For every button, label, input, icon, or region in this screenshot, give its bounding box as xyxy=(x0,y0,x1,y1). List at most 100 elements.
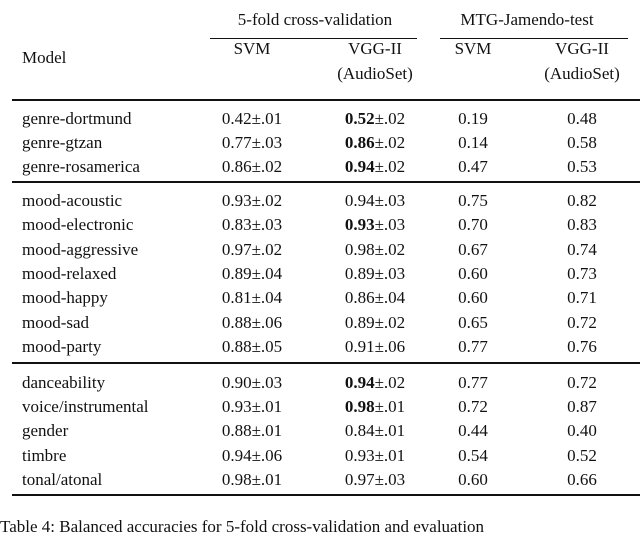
rule xyxy=(12,362,640,364)
group-header: 5-fold cross-validation xyxy=(237,10,393,29)
group-header: MTG-Jamendo-test xyxy=(460,10,594,29)
model-name: tonal/atonal xyxy=(22,469,103,489)
cell: 0.77 xyxy=(458,373,488,392)
cell: 0.42±.01 xyxy=(221,109,283,128)
cell: 0.71 xyxy=(567,288,597,308)
caption: Table 4: Balanced accuracies for 5-fold … xyxy=(0,517,485,533)
cell: 0.76 xyxy=(567,336,597,356)
rule xyxy=(12,99,640,101)
cell: 0.77 xyxy=(458,336,488,356)
cell: 0.94±.02 xyxy=(345,373,405,393)
model-name: voice/instrumental xyxy=(22,397,149,417)
model-name: mood-acoustic xyxy=(22,191,123,210)
model-name: mood-electronic xyxy=(22,215,134,235)
cell: 0.86±.02 xyxy=(221,156,283,176)
bold-value: 0.93 xyxy=(344,215,375,235)
model-name: mood-relaxed xyxy=(22,263,117,283)
cell: 0.72 xyxy=(458,397,488,417)
cell: 0.58 xyxy=(567,132,597,152)
cell: 0.94±.02 xyxy=(345,157,405,177)
cell: 0.47 xyxy=(458,156,488,176)
cell: 0.52±.02 xyxy=(345,109,405,129)
group-rule xyxy=(440,38,628,39)
cell: 0.84±.01 xyxy=(344,421,406,441)
cell: 0.44 xyxy=(458,421,488,441)
cell: 0.89±.02 xyxy=(344,312,406,332)
cell: 0.98±.01 xyxy=(221,469,283,489)
cell: 0.97±.02 xyxy=(221,239,283,259)
column-header: SVM xyxy=(233,39,271,58)
cell: 0.53 xyxy=(567,156,597,176)
model-name: genre-rosamerica xyxy=(22,156,140,176)
model-name: mood-aggressive xyxy=(22,239,139,259)
bold-value: 0.52 xyxy=(344,109,375,128)
cell: 0.60 xyxy=(458,263,488,283)
error: ±.03 xyxy=(374,215,406,235)
cell: 0.70 xyxy=(458,215,488,235)
cell: 0.93±.01 xyxy=(344,445,406,465)
cell: 0.19 xyxy=(458,109,488,128)
error: ±.02 xyxy=(374,156,406,176)
model-name: genre-dortmund xyxy=(22,109,132,128)
cell: 0.72 xyxy=(567,312,597,332)
model-name: mood-sad xyxy=(22,312,90,332)
cell: 0.94±.03 xyxy=(344,191,406,210)
cell: 0.83±.03 xyxy=(221,215,283,235)
cell: 0.83 xyxy=(567,215,597,235)
column-header: SVM xyxy=(454,39,492,58)
error: ±.02 xyxy=(374,373,406,392)
cell: 0.40 xyxy=(567,421,597,441)
cell: 0.14 xyxy=(458,132,488,152)
rule xyxy=(12,181,640,183)
column-header: VGG-II (AudioSet) xyxy=(337,39,413,83)
model-name: danceability xyxy=(22,373,106,392)
cell: 0.89±.03 xyxy=(344,263,406,283)
model-name: mood-party xyxy=(22,336,102,356)
cell: 0.98±.01 xyxy=(345,397,405,417)
cell: 0.89±.04 xyxy=(221,263,283,283)
cell: 0.75 xyxy=(458,191,488,210)
cell: 0.93±.01 xyxy=(221,397,283,417)
cell: 0.82 xyxy=(567,191,597,210)
cell: 0.87 xyxy=(567,397,597,417)
cell: 0.60 xyxy=(458,288,488,308)
bold-value: 0.94 xyxy=(344,373,375,392)
cell: 0.77±.03 xyxy=(221,132,283,152)
cell: 0.73 xyxy=(567,263,597,283)
cell: 0.72 xyxy=(567,373,597,392)
cell: 0.98±.02 xyxy=(344,239,406,259)
cell: 0.48 xyxy=(567,109,597,128)
cell: 0.91±.06 xyxy=(344,336,406,356)
cell: 0.97±.03 xyxy=(344,469,406,489)
error: ±.02 xyxy=(374,132,406,152)
model-name: mood-happy xyxy=(22,288,108,308)
model-name: genre-gtzan xyxy=(22,132,103,152)
cell: 0.93±.03 xyxy=(345,215,405,235)
cell: 0.90±.03 xyxy=(221,373,283,392)
model-name: timbre xyxy=(22,445,67,465)
cell: 0.65 xyxy=(458,312,488,332)
bold-value: 0.98 xyxy=(344,397,375,417)
cell: 0.94±.06 xyxy=(221,445,283,465)
cell: 0.74 xyxy=(567,239,597,259)
cell: 0.67 xyxy=(458,239,488,259)
cell: 0.81±.04 xyxy=(221,288,283,308)
cell: 0.52 xyxy=(567,445,597,465)
bold-value: 0.94 xyxy=(344,156,375,176)
cell: 0.88±.01 xyxy=(221,421,283,441)
group-rule xyxy=(210,38,417,39)
cell: 0.93±.02 xyxy=(221,191,283,210)
model-name: gender xyxy=(22,421,69,441)
cell: 0.60 xyxy=(458,469,488,489)
cell: 0.86±.02 xyxy=(345,133,405,153)
column-header: Model xyxy=(22,48,67,67)
cell: 0.66 xyxy=(567,469,597,489)
bold-value: 0.86 xyxy=(344,132,375,152)
cell: 0.86±.04 xyxy=(344,288,406,308)
rule xyxy=(12,494,640,496)
cell: 0.54 xyxy=(458,445,488,465)
error: ±.01 xyxy=(374,397,406,417)
column-header: VGG-II (AudioSet) xyxy=(544,39,620,83)
cell: 0.88±.05 xyxy=(221,336,283,356)
